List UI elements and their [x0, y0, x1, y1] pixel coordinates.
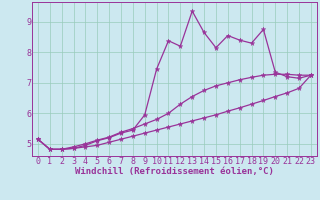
- X-axis label: Windchill (Refroidissement éolien,°C): Windchill (Refroidissement éolien,°C): [75, 167, 274, 176]
